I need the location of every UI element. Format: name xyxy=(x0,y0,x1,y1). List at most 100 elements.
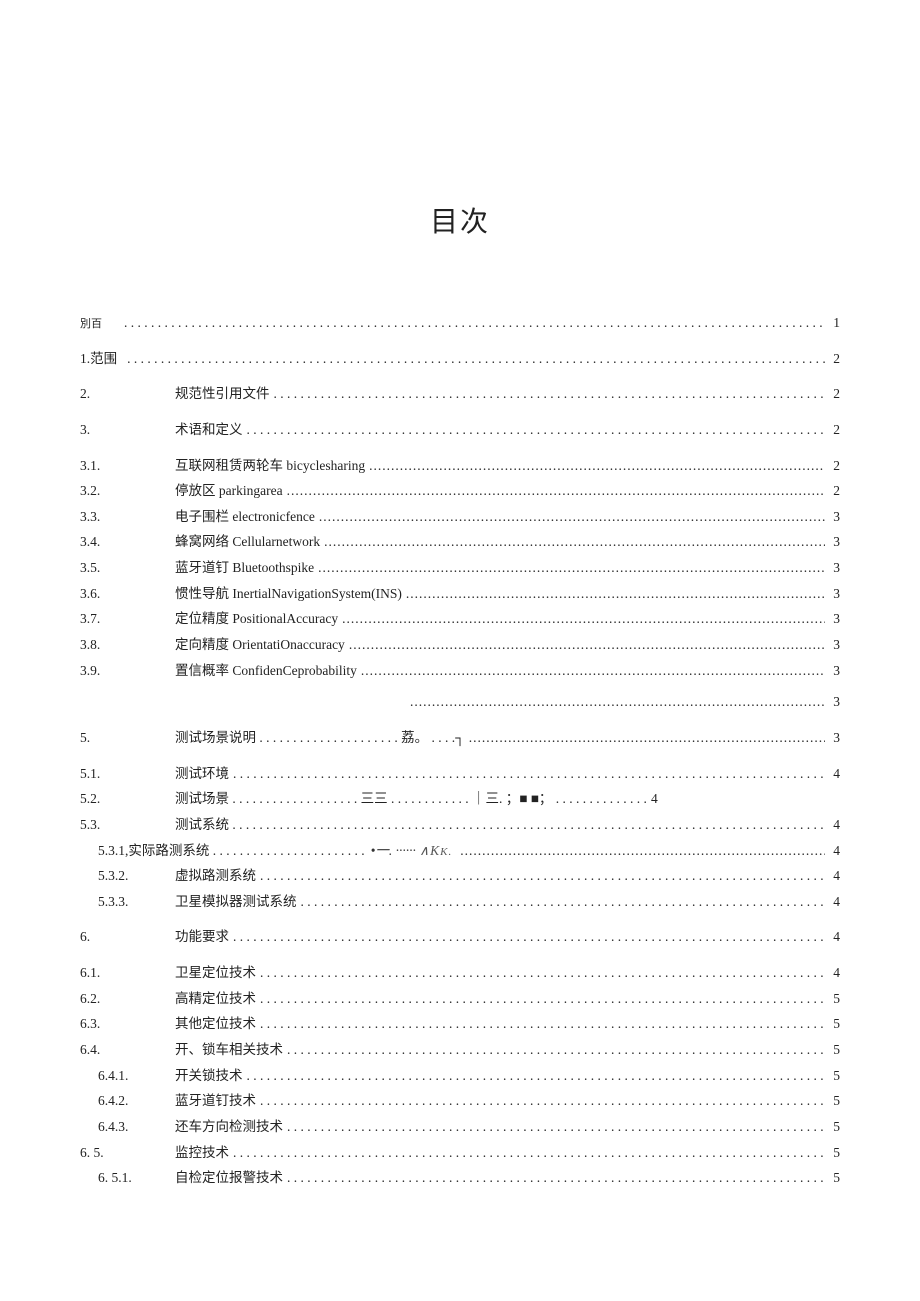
toc-entry-title: 电子围栏 electronicfence xyxy=(175,504,315,530)
toc-leader xyxy=(256,1011,829,1037)
toc-page-number: 4 xyxy=(829,960,840,986)
toc-row: 5.2.测试场景 . . . . . . . . . . . . . . . .… xyxy=(80,786,840,812)
toc-leader xyxy=(256,986,829,1012)
toc-leader xyxy=(270,381,830,407)
toc-page-number: 5 xyxy=(829,1011,840,1037)
toc-number: 別百 xyxy=(80,314,120,335)
toc-page-number: 2 xyxy=(829,478,840,504)
toc-number: 3.9. xyxy=(80,658,175,684)
toc-page-number: 1 xyxy=(829,310,840,336)
toc-entry-title: 功能要求 xyxy=(175,924,229,950)
toc-page-number: 3 xyxy=(829,689,840,715)
toc-entry-title: 开、锁车相关技术 xyxy=(175,1037,283,1063)
toc-number: 6. xyxy=(80,924,175,950)
toc-entry-title: 卫星模拟器测试系统 xyxy=(175,889,297,915)
toc-page-number: 5 xyxy=(829,1114,840,1140)
toc-leader xyxy=(283,1114,829,1140)
toc-entry-title: 测试系统 . . . . . . . . . . . . . . . . . .… xyxy=(175,812,425,838)
toc-entry-title: 定位精度 PositionalAccuracy xyxy=(175,606,338,632)
toc-leader xyxy=(314,555,829,581)
toc-page-number: 4 xyxy=(829,863,840,889)
toc-number: 2. xyxy=(80,381,175,407)
toc-number: 6.1. xyxy=(80,960,175,986)
toc-row: 3 xyxy=(80,689,840,715)
toc-leader xyxy=(283,478,830,504)
toc-page-number: 3 xyxy=(829,581,840,607)
toc-row: 5.测试场景说明 . . . . . . . . . . . . . . . .… xyxy=(80,725,840,751)
toc-page-number: 5 xyxy=(829,1037,840,1063)
toc-row: 3.3.电子围栏 electronicfence 3 xyxy=(80,504,840,530)
toc-page-number: 4 xyxy=(829,838,840,864)
toc-number: 3.7. xyxy=(80,606,175,632)
toc-entry-title: 监控技术 xyxy=(175,1140,229,1166)
toc-number: 3.1. xyxy=(80,453,175,479)
toc-row: 6. 5.监控技术5 xyxy=(80,1140,840,1166)
toc-number: 3.5. xyxy=(80,555,175,581)
toc-row: 6.2.高精定位技术5 xyxy=(80,986,840,1012)
table-of-contents: 別百11.范围22.规范性引用文件23.术语和定义23.1.互联网租赁两轮车 b… xyxy=(80,310,840,1191)
toc-mid-fragment: •一. ······ ∧KK. xyxy=(371,838,457,864)
toc-number: 3.3. xyxy=(80,504,175,530)
toc-entry-title: 虚拟路测系统 xyxy=(175,863,256,889)
toc-number: 6.4.3. xyxy=(80,1114,175,1140)
toc-row: 別百 1 xyxy=(80,310,840,336)
toc-number: 3.6. xyxy=(80,581,175,607)
toc-number: 6.2. xyxy=(80,986,175,1012)
toc-number: 6.4. xyxy=(80,1037,175,1063)
toc-row: 5.3.测试系统 . . . . . . . . . . . . . . . .… xyxy=(80,812,840,838)
toc-row: 3.9.置信概率 ConfidenCeprobability 3 xyxy=(80,658,840,684)
toc-page-number: 2 xyxy=(829,381,840,407)
toc-entry-title: 互联网租赁两轮车 bicyclesharing xyxy=(175,453,365,479)
toc-page-number: 3 xyxy=(829,529,840,555)
toc-entry-title: 蜂窝网络 Cellularnetwork xyxy=(175,529,320,555)
toc-number: 5.1. xyxy=(80,761,175,787)
toc-row: 6.1.卫星定位技术 4 xyxy=(80,960,840,986)
toc-number: 3.2. xyxy=(80,478,175,504)
toc-page-number: 4 xyxy=(829,812,840,838)
toc-row: 3.7.定位精度 PositionalAccuracy3 xyxy=(80,606,840,632)
toc-leader xyxy=(243,417,830,443)
toc-leader xyxy=(425,812,830,838)
toc-number: 1.范围 xyxy=(80,346,123,372)
toc-row: 1.范围 2 xyxy=(80,346,840,372)
toc-entry-title: 定向精度 OrientatiOnaccuracy xyxy=(175,632,345,658)
toc-row: 5.3.1,实际路测系统 . . . . . . . . . . . . . .… xyxy=(80,838,840,864)
toc-number: 3.8. xyxy=(80,632,175,658)
toc-leader xyxy=(315,504,829,530)
toc-leader xyxy=(406,689,829,715)
toc-leader xyxy=(357,658,829,684)
toc-page-number: 3 xyxy=(829,504,840,530)
toc-leader xyxy=(297,889,830,915)
toc-page-number: 3 xyxy=(829,658,840,684)
page-title: 目次 xyxy=(80,200,840,240)
toc-number: 5.2. xyxy=(80,786,175,812)
toc-entry-title: 蓝牙道钉 Bluetoothspike xyxy=(175,555,314,581)
document-page: 目次 別百11.范围22.规范性引用文件23.术语和定义23.1.互联网租赁两轮… xyxy=(0,0,920,1301)
toc-row: 6.3.其他定位技术5 xyxy=(80,1011,840,1037)
toc-number: 6.4.2. xyxy=(80,1088,175,1114)
toc-entry-title: 规范性引用文件 xyxy=(175,381,270,407)
toc-entry-title: 卫星定位技术 xyxy=(175,960,256,986)
toc-leader xyxy=(256,960,829,986)
toc-entry-title: 其他定位技术 xyxy=(175,1011,256,1037)
toc-row: 3.4.蜂窝网络 Cellularnetwork3 xyxy=(80,529,840,555)
toc-page-number: 5 xyxy=(829,1165,840,1191)
toc-row: 6.功能要求4 xyxy=(80,924,840,950)
toc-page-number: 2 xyxy=(829,453,840,479)
toc-entry-title: 置信概率 ConfidenCeprobability xyxy=(175,658,357,684)
toc-row: 3.5.蓝牙道钉 Bluetoothspike3 xyxy=(80,555,840,581)
toc-entry-title: 测试场景说明 . . . . . . . . . . . . . . . . .… xyxy=(175,725,465,751)
toc-page-number: 3 xyxy=(829,632,840,658)
toc-page-number: 5 xyxy=(829,1063,840,1089)
toc-page-number: 2 xyxy=(829,346,840,372)
toc-leader xyxy=(283,1165,829,1191)
toc-entry-title: 术语和定义 xyxy=(175,417,243,443)
toc-entry-title: 停放区 parkingarea xyxy=(175,478,283,504)
toc-number: 5.3.1,实际路测系统 . . . . . . . . . . . . . .… xyxy=(80,838,371,864)
toc-page-number: 4 xyxy=(829,761,840,787)
toc-row: 5.1.测试环境4 xyxy=(80,761,840,787)
toc-page-number: 3 xyxy=(829,725,840,751)
toc-entry-title: 测试场景 . . . . . . . . . . . . . . . . . .… xyxy=(175,786,647,812)
toc-leader xyxy=(465,725,830,751)
toc-leader xyxy=(243,1063,830,1089)
